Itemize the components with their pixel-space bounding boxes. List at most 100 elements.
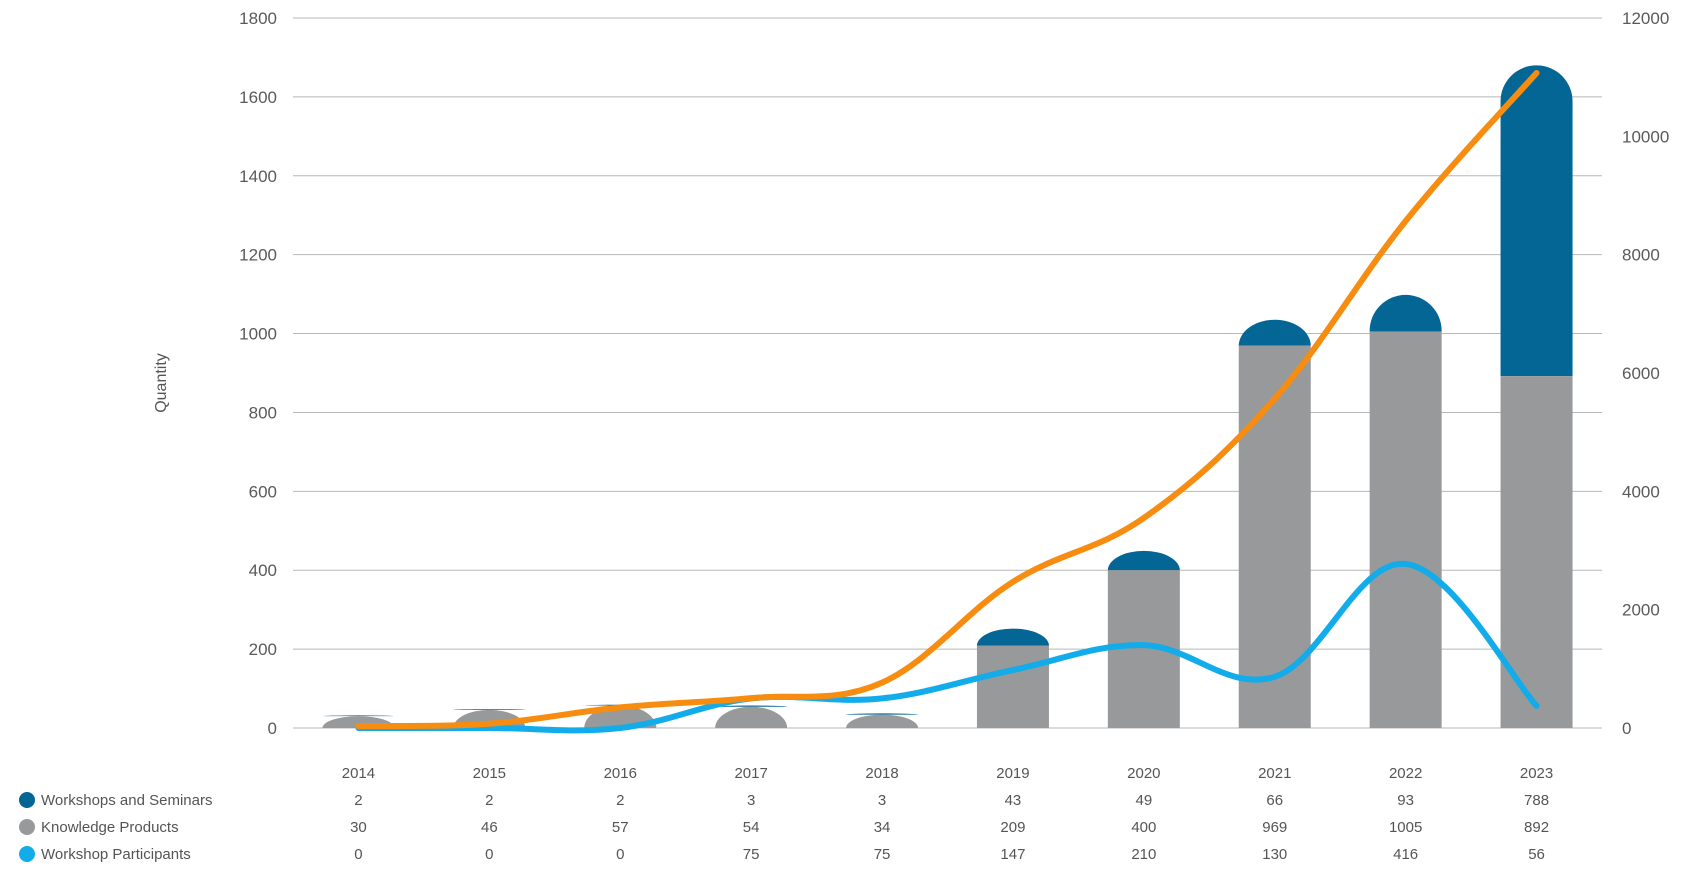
- left-axis: 0 200 400 600 800 1000 1200 1400 1600 1800: [239, 9, 277, 738]
- category-label: 2019: [996, 765, 1029, 782]
- bars-layer: [322, 65, 1573, 728]
- y-tick-label: 600: [249, 482, 277, 501]
- table-cell: 66: [1266, 792, 1283, 809]
- bar-2023: [1500, 65, 1573, 728]
- table-cell: 2: [616, 792, 624, 809]
- y2-tick-label: 6000: [1622, 364, 1660, 383]
- y2-tick-label: 12000: [1622, 9, 1669, 28]
- y-tick-label: 800: [249, 403, 277, 422]
- table-cell: 400: [1131, 819, 1156, 836]
- bar-2017: [715, 705, 788, 728]
- y-tick-label: 400: [249, 561, 277, 580]
- bar-segment-workshops-2014: [322, 715, 395, 717]
- right-axis: 0 2000 4000 6000 8000 10000 12000: [1622, 9, 1669, 738]
- legend-marker-workshops-and-seminars: [19, 792, 35, 808]
- table-cell: 93: [1397, 792, 1414, 809]
- bar-segment-knowledge-2021: [1238, 345, 1311, 728]
- table-cell: 56: [1528, 846, 1545, 863]
- table-cell: 2: [485, 792, 493, 809]
- table-cell: 54: [743, 819, 760, 836]
- table-cell: 43: [1005, 792, 1022, 809]
- table-cell: 147: [1000, 846, 1025, 863]
- legend-label: Workshop Participants: [41, 846, 191, 863]
- y-tick-label: 0: [268, 719, 277, 738]
- y-tick-label: 1200: [239, 246, 277, 265]
- line-social-network-followers: [355, 69, 1540, 730]
- bar-segment-workshops-2023: [1500, 65, 1573, 377]
- category-axis: 2014 2015 2016 2017 2018 2019 2020 2021 2022 2023: [342, 765, 1553, 782]
- y2-tick-label: 2000: [1622, 601, 1660, 620]
- category-label: 2018: [865, 765, 898, 782]
- table-cell: 788: [1524, 792, 1549, 809]
- table-cell: 2: [354, 792, 362, 809]
- y-tick-label: 1000: [239, 325, 277, 344]
- table-cell: 892: [1524, 819, 1549, 836]
- bar-2018: [846, 713, 919, 728]
- y-tick-label: 1600: [239, 88, 277, 107]
- table-cell: 57: [612, 819, 629, 836]
- bar-segment-workshops-2019: [976, 628, 1049, 646]
- table-cell: 0: [354, 846, 362, 863]
- legend-label: Knowledge Products: [41, 819, 179, 836]
- lines-layer: [355, 69, 1540, 734]
- bar-segment-workshops-2015: [453, 709, 526, 710]
- table-cell: 75: [874, 846, 891, 863]
- line-workshop-participants: [355, 560, 1540, 734]
- y-tick-label: 200: [249, 640, 277, 659]
- category-label: 2016: [604, 765, 637, 782]
- table-cell: 969: [1262, 819, 1287, 836]
- grid-layer: [293, 17, 1602, 729]
- bar-segment-workshops-2018: [846, 713, 919, 715]
- table-cell: 416: [1393, 846, 1418, 863]
- y2-tick-label: 4000: [1622, 482, 1660, 501]
- bar-segment-knowledge-2018: [846, 714, 919, 728]
- table-cell: 49: [1136, 792, 1153, 809]
- bar-segment-workshops-2017: [715, 705, 788, 707]
- table-cell: 46: [481, 819, 498, 836]
- bar-segment-knowledge-2022: [1369, 331, 1442, 728]
- category-label: 2014: [342, 765, 375, 782]
- y-axis-title: Quantity: [153, 353, 170, 413]
- legend-marker-knowledge-products: [19, 819, 35, 835]
- data-table: Workshops and Seminars 2 2 2 3 3 43 49 66 93 788Kn…: [19, 792, 1557, 874]
- table-cell: 0: [485, 846, 493, 863]
- category-label: 2022: [1389, 765, 1422, 782]
- table-cell: 3: [878, 792, 886, 809]
- y2-tick-label: 0: [1622, 719, 1631, 738]
- bar-segment-workshops-2022: [1369, 294, 1442, 332]
- category-label: 2020: [1127, 765, 1160, 782]
- y-tick-label: 1800: [239, 9, 277, 28]
- bar-2022: [1369, 294, 1442, 728]
- bar-segment-workshops-2021: [1238, 319, 1311, 346]
- y-tick-label: 1400: [239, 167, 277, 186]
- table-cell: 210: [1131, 846, 1156, 863]
- bar-segment-workshops-2020: [1107, 550, 1180, 571]
- bar-segment-knowledge-2017: [715, 706, 788, 728]
- legend-marker-workshop-participants: [19, 846, 35, 862]
- table-cell: 30: [350, 819, 367, 836]
- table-cell: 75: [743, 846, 760, 863]
- table-row-workshop-participants: Workshop Participants 0 0 0 75 75 147 210 130 416…: [19, 846, 1545, 863]
- legend-label: Workshops and Seminars: [41, 792, 212, 809]
- table-cell: 1005: [1389, 819, 1422, 836]
- table-cell: 130: [1262, 846, 1287, 863]
- table-cell: 34: [874, 819, 891, 836]
- table-cell: 0: [616, 846, 624, 863]
- table-cell: 3: [747, 792, 755, 809]
- bar-2020: [1107, 550, 1180, 728]
- category-label: 2015: [473, 765, 506, 782]
- table-row-workshops-and-seminars: Workshops and Seminars 2 2 2 3 3 43 49 66 93 788: [19, 792, 1549, 809]
- bar-2021: [1238, 319, 1311, 728]
- category-label: 2023: [1520, 765, 1553, 782]
- category-label: 2021: [1258, 765, 1291, 782]
- category-label: 2017: [734, 765, 767, 782]
- y2-tick-label: 10000: [1622, 127, 1669, 146]
- table-cell: 209: [1000, 819, 1025, 836]
- bar-segment-knowledge-2020: [1107, 570, 1180, 728]
- y2-tick-label: 8000: [1622, 246, 1660, 265]
- bar-segment-knowledge-2019: [976, 645, 1049, 728]
- bar-segment-knowledge-2023: [1500, 376, 1573, 728]
- table-row-knowledge-products: Knowledge Products 30 46 57 54 34 209 400 969 100…: [19, 819, 1549, 836]
